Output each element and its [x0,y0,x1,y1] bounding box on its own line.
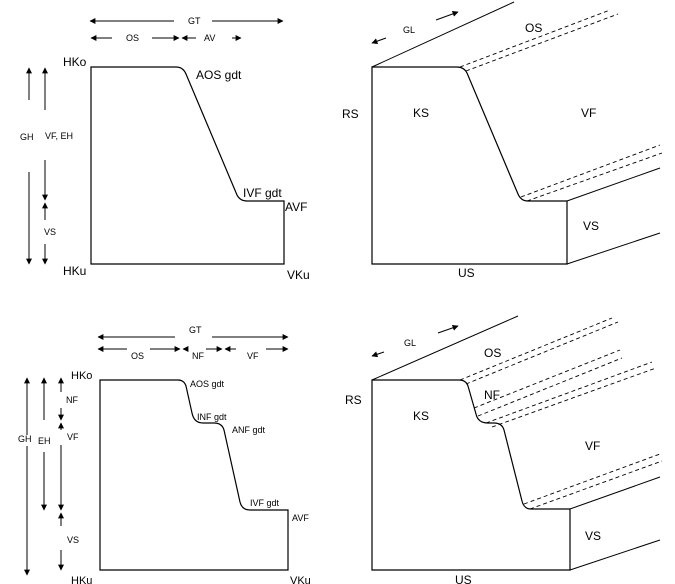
diagram4-3d-view: GL OS NF RS KS VF VS US [345,315,663,584]
profile4-crest-dash-2 [465,321,619,385]
profile4-berm-dash-2 [477,357,623,417]
aos3-label: AOS gdt [190,379,225,389]
profile4-toe-dash-2 [529,460,663,510]
ivf-label: IVF gdt [243,186,282,200]
vs-region-label: VS [583,219,599,233]
ks4-label: KS [413,409,429,423]
vf-eh-label: VF, EH [45,131,73,141]
profile4-front-face [371,379,571,571]
profile4-bench-back [569,476,661,510]
profile2-base-back [566,232,661,265]
os-label: OS [126,33,139,43]
hku3-label: HKu [71,575,92,584]
os3-label: OS [131,351,144,361]
aos-label: AOS gdt [196,68,242,82]
os-region-label: OS [525,21,542,35]
inf3-label: INF gdt [197,412,227,422]
ivf3-label: IVF gdt [250,498,280,508]
vs4-label: VS [585,529,601,543]
vf3-label: VF [247,351,259,361]
av-label: AV [204,33,215,43]
vs3-side-label: VS [67,535,79,545]
gt-label: GT [188,16,201,26]
hku-label: HKu [63,264,86,278]
os4-label: OS [484,346,501,360]
nf3-label: NF [192,351,204,361]
profile4-berm-dash-3 [485,361,653,424]
avf3-label: AVF [292,513,309,523]
gl-arrow-right [435,11,459,21]
rs-label: RS [342,107,359,121]
profile3-shape [99,379,289,571]
nf4-label: NF [484,388,500,402]
profile2-top-back-edge [371,1,515,68]
rs4-label: RS [345,393,362,407]
profile2-bench-back [566,167,661,202]
profile4-top-back-edge [371,315,519,381]
hko3-label: HKo [71,370,92,382]
ks-label: KS [413,106,429,120]
profile2-crest-dash-2 [465,13,619,72]
gl-arrow-left [371,37,387,45]
gl4-arrow-right [437,324,459,334]
profile2-toe-dash-1 [520,144,661,198]
gl4-label: GL [404,338,416,348]
vf-region-label: VF [581,106,596,120]
profile2-toe-dash-2 [526,152,663,202]
vs-label: VS [44,227,56,237]
vku-label: VKu [287,268,310,282]
vf4-label: VF [585,439,600,453]
profile1-shape [90,66,285,265]
us4-label: US [455,573,472,584]
profile4-base-back [569,539,661,571]
diagram3-cross-section: GT OS NF VF GH EH NF VF VS HKo HKu VKu A… [18,325,311,584]
gl4-arrow-left [371,351,385,358]
profile4-berm-dash-4 [491,367,657,428]
profile4-toe-dash-1 [523,453,661,505]
diagram1-cross-section: GT OS AV GH VF, EH VS HKo HKu VKu AOS gd… [20,16,310,282]
gl-label: GL [403,25,415,35]
profile2-crest-dash-1 [459,9,611,68]
profile4-crest-dash-1 [459,317,613,381]
gt3-label: GT [189,325,202,335]
gh3-label: GH [18,434,32,444]
anf3-label: ANF gdt [232,425,266,435]
gh-label: GH [20,132,34,142]
hko-label: HKo [63,55,87,69]
eh3-label: EH [38,436,51,446]
profile2-front-face [371,66,568,265]
profile4-berm-dash-1 [473,349,621,409]
avf-label: AVF [285,200,307,214]
us-label: US [458,266,475,280]
diagram2-3d-view: GL OS RS KS VF VS US [342,1,663,280]
nf3-side-label: NF [66,395,78,405]
vf3-side-label: VF [67,432,79,442]
vku3-label: VKu [290,575,311,584]
